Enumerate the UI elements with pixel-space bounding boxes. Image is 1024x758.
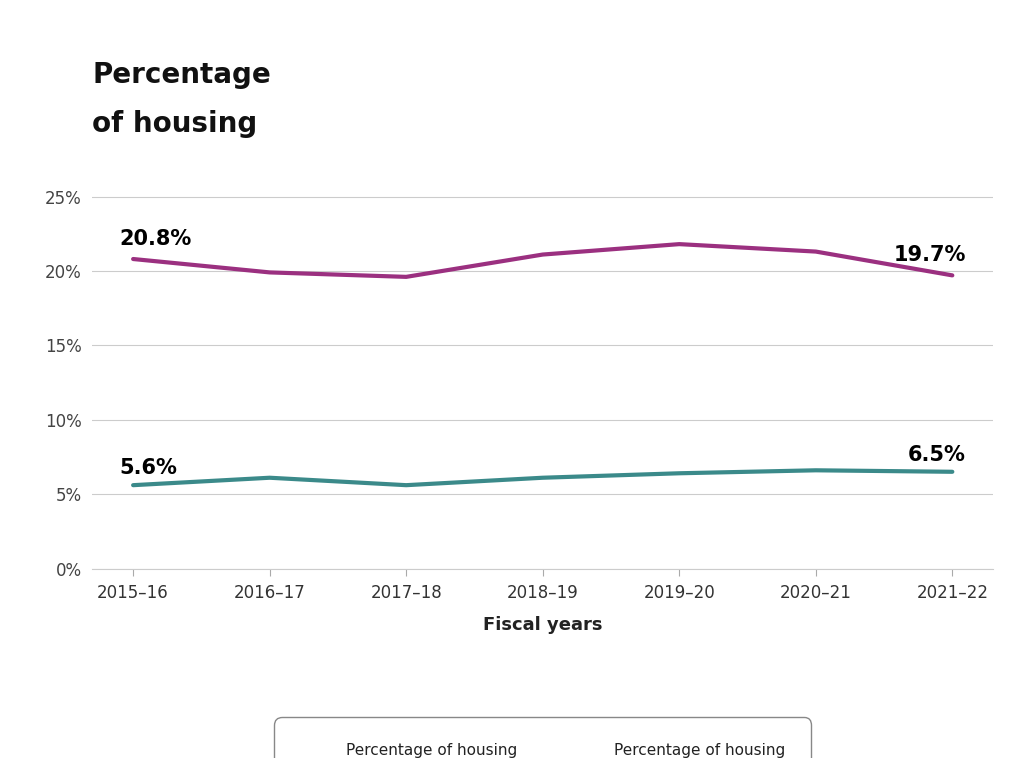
Text: 5.6%: 5.6% [120,459,177,478]
Text: Percentage: Percentage [92,61,271,89]
Text: 19.7%: 19.7% [894,245,966,265]
Text: 20.8%: 20.8% [120,229,191,249]
Legend: Percentage of housing
in need of major repairs, Percentage of housing
to be repl: Percentage of housing in need of major r… [282,725,804,758]
Text: 6.5%: 6.5% [908,445,966,465]
Text: of housing: of housing [92,110,257,138]
X-axis label: Fiscal years: Fiscal years [483,615,602,634]
